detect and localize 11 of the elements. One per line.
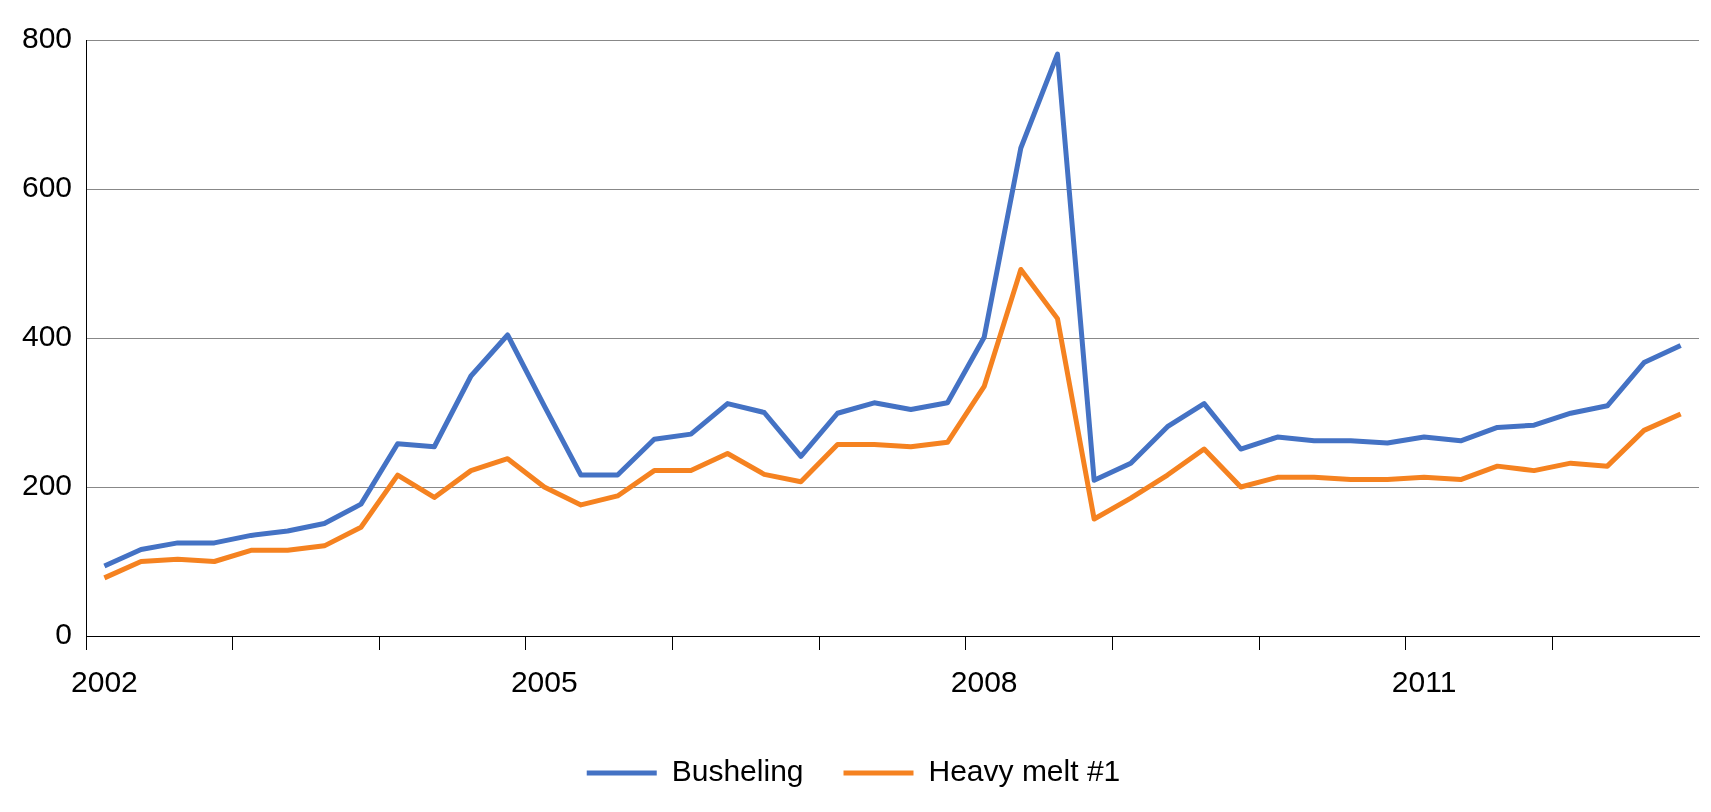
y-tick-label: 400 — [21, 319, 73, 353]
y-tick-label: 200 — [21, 468, 73, 502]
legend-label: Heavy melt #1 — [928, 754, 1121, 788]
y-tick-label: 0 — [55, 617, 73, 651]
y-tick-label: 600 — [21, 170, 73, 204]
x-tick-label: 2002 — [71, 665, 138, 699]
x-tick-label: 2005 — [510, 665, 578, 699]
x-tick-label: 2011 — [1391, 665, 1457, 699]
y-tick-label: 800 — [21, 21, 73, 55]
x-tick-label: 2008 — [950, 665, 1018, 699]
legend-label: Busheling — [671, 754, 804, 788]
